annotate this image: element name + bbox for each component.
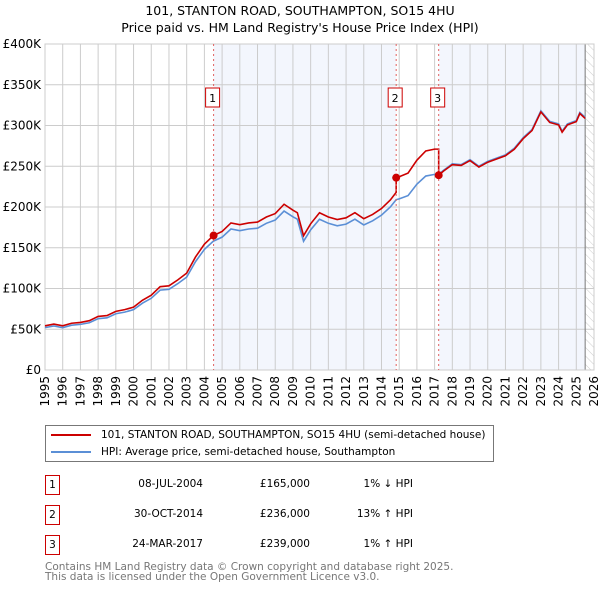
x-tick-label: 2000: [127, 376, 141, 407]
y-tick-label: £200K: [3, 200, 43, 214]
x-tick-label: 2010: [304, 376, 318, 407]
sale-hpi-diff: 1% ↓ HPI: [363, 478, 413, 490]
y-tick-label: £350K: [3, 78, 43, 92]
x-tick-label: 2023: [534, 376, 548, 407]
blue-line-swatch: [51, 451, 91, 453]
x-tick-label: 2007: [251, 376, 265, 407]
x-tick-label: 2026: [587, 376, 600, 407]
sale-row: 3 24-MAR-2017 £239,000 1% ↑ HPI: [45, 535, 445, 555]
x-tick-label: 2005: [215, 376, 229, 407]
x-tick-label: 2002: [162, 376, 176, 407]
sale-marker-badge: 2: [45, 505, 60, 525]
x-tick-label: 2008: [268, 376, 282, 407]
sale-date: 08-JUL-2004: [138, 478, 203, 490]
sale-date: 24-MAR-2017: [132, 538, 203, 550]
x-tick-label: 2009: [286, 376, 300, 407]
sale-marker-badge: 3: [45, 535, 60, 555]
footer: Contains HM Land Registry data © Crown c…: [45, 561, 454, 583]
x-tick-label: 1996: [56, 376, 70, 407]
chart-subtitle: Price paid vs. HM Land Registry's House …: [121, 20, 479, 35]
x-tick-label: 2024: [552, 376, 566, 407]
line-chart: 1995 1996 1997 1998 1999 2000 2001 2002 2003 2004…: [3, 37, 600, 407]
legend-label: HPI: Average price, semi-detached house,…: [101, 446, 396, 458]
x-tick-label: 2016: [410, 376, 424, 407]
legend-item-hpi: HPI: Average price, semi-detached house,…: [51, 444, 395, 460]
chart-title: 101, STANTON ROAD, SOUTHAMPTON, SO15 4HU: [145, 3, 455, 18]
x-tick-label: 2001: [144, 376, 158, 407]
x-tick-label: 2006: [233, 376, 247, 407]
x-tick-label: 1997: [73, 376, 87, 407]
red-line-swatch: [51, 434, 91, 436]
legend-item-property: 101, STANTON ROAD, SOUTHAMPTON, SO15 4HU…: [51, 427, 485, 443]
sale-label-number: 1: [209, 92, 216, 105]
sale-row: 1 08-JUL-2004 £165,000 1% ↓ HPI: [45, 475, 445, 495]
sale-point: [392, 173, 401, 182]
x-tick-label: 2012: [339, 376, 353, 407]
x-tick-label: 2022: [516, 376, 530, 407]
sale-label-box: [205, 87, 221, 108]
sale-label-number: 3: [434, 92, 441, 105]
sale-label-box: [430, 87, 446, 108]
x-tick-label: 2021: [498, 376, 512, 407]
sale-label-box: [387, 87, 403, 108]
x-tick-label: 2014: [374, 376, 388, 407]
y-tick-label: £150K: [3, 241, 43, 255]
x-tick-label: 1999: [109, 376, 123, 407]
plot-border: [44, 43, 595, 371]
y-tick-label: £400K: [3, 37, 43, 51]
y-tick-label: £250K: [3, 159, 43, 173]
sale-point: [209, 231, 218, 240]
x-tick-label: 2015: [392, 376, 406, 407]
x-tick-label: 2019: [463, 376, 477, 407]
sale-hpi-diff: 1% ↑ HPI: [363, 538, 413, 550]
x-tick-label: 1995: [38, 376, 52, 407]
y-tick-label: £0: [26, 363, 41, 377]
sale-price: £236,000: [259, 508, 310, 520]
x-tick-label: 2025: [569, 376, 583, 407]
x-tick-label: 2018: [445, 376, 459, 407]
x-tick-label: 2017: [428, 376, 442, 407]
y-tick-label: £50K: [10, 322, 42, 336]
sale-date: 30-OCT-2014: [134, 508, 203, 520]
x-tick-label: 1998: [91, 376, 105, 407]
x-tick-label: 2003: [180, 376, 194, 407]
sale-label-number: 2: [392, 92, 399, 105]
copyright-text: Contains HM Land Registry data © Crown c…: [45, 561, 454, 573]
price-paid-series-line: [44, 110, 586, 327]
legend-label: 101, STANTON ROAD, SOUTHAMPTON, SO15 4HU…: [101, 429, 486, 441]
x-tick-label: 2011: [321, 376, 335, 407]
licence-text: This data is licensed under the Open Gov…: [45, 571, 380, 583]
x-tick-label: 2013: [357, 376, 371, 407]
sale-point: [434, 171, 443, 180]
sale-hpi-diff: 13% ↑ HPI: [356, 508, 413, 520]
x-tick-label: 2004: [197, 376, 211, 407]
y-tick-label: £100K: [3, 282, 43, 296]
sale-marker-badge: 1: [45, 475, 60, 495]
sale-row: 2 30-OCT-2014 £236,000 13% ↑ HPI: [45, 505, 445, 525]
sale-price: £239,000: [259, 538, 310, 550]
legend: 101, STANTON ROAD, SOUTHAMPTON, SO15 4HU…: [45, 425, 494, 462]
x-tick-label: 2020: [481, 376, 495, 407]
y-tick-label: £300K: [3, 119, 43, 133]
sale-price: £165,000: [259, 478, 310, 490]
